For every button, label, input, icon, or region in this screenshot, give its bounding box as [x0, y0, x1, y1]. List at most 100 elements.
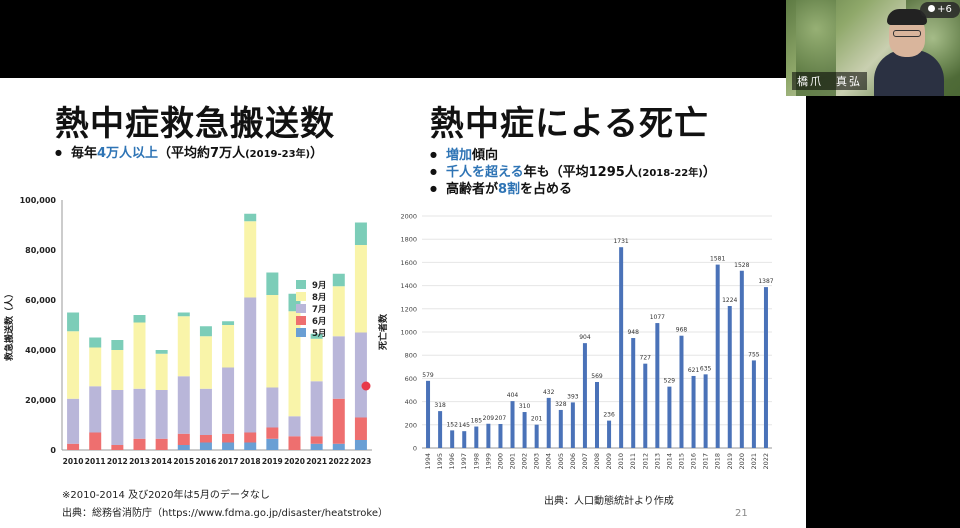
data-label: 236 — [603, 412, 615, 419]
y-tick-label: 2000 — [400, 213, 417, 221]
bar-segment — [354, 417, 367, 440]
bar — [570, 402, 575, 448]
left-bullet-list: 毎年4万人以上（平均約7万人(2019-23年)） — [55, 144, 323, 161]
bar — [655, 323, 660, 448]
data-label: 310 — [519, 403, 531, 410]
y-tick-label: 100,000 — [20, 196, 57, 205]
bar-segment — [133, 315, 146, 323]
bar-segment — [67, 331, 80, 399]
x-tick-label: 1996 — [448, 453, 456, 470]
data-label: 432 — [543, 389, 555, 396]
data-label: 1224 — [722, 297, 737, 304]
participant-glasses — [893, 30, 921, 37]
bar-segment — [332, 273, 345, 287]
y-tick-label: 800 — [405, 352, 417, 360]
bar-segment — [155, 353, 168, 390]
bar-segment — [67, 398, 80, 444]
bar-segment — [244, 442, 257, 450]
left-slide-title: 熱中症救急搬送数 — [55, 104, 335, 144]
x-tick-label: 2008 — [593, 453, 601, 470]
data-label: 1387 — [758, 278, 773, 285]
data-label: 145 — [459, 422, 471, 429]
legend-swatch — [296, 304, 306, 313]
y-tick-label: 1000 — [400, 329, 417, 337]
data-label: 393 — [567, 393, 579, 400]
bar-segment — [177, 445, 190, 450]
participant-name-label: 橋爪 真弘 — [792, 72, 867, 90]
bar-segment — [67, 312, 80, 332]
bar — [703, 374, 708, 448]
data-label: 201 — [531, 416, 543, 423]
data-label: 755 — [748, 351, 760, 358]
bar-segment — [354, 332, 367, 418]
x-tick-label: 2013 — [129, 457, 150, 466]
participant-body — [874, 50, 944, 96]
bar-segment — [199, 388, 212, 435]
bar-segment — [133, 322, 146, 389]
x-tick-label: 2003 — [533, 453, 541, 470]
legend-label: 9月 — [312, 281, 326, 291]
data-label: 948 — [627, 329, 639, 336]
bar-segment — [266, 427, 279, 439]
bar-segment — [266, 387, 279, 428]
x-tick-label: 2020 — [738, 453, 746, 470]
x-tick-label: 2015 — [173, 457, 194, 466]
x-tick-label: 2020 — [284, 457, 305, 466]
data-label: 318 — [434, 402, 446, 409]
bar — [534, 424, 539, 448]
bar — [619, 247, 624, 448]
bar-segment — [310, 436, 323, 444]
right-slide-title: 熱中症による死亡 — [430, 104, 709, 144]
x-tick-label: 2011 — [629, 453, 637, 470]
x-tick-label: 1994 — [424, 453, 432, 470]
bar — [486, 423, 491, 448]
data-label: 404 — [507, 392, 519, 399]
bar-segment — [199, 435, 212, 443]
left-bullet-1: 毎年4万人以上（平均約7万人(2019-23年)） — [55, 144, 323, 161]
right-bullet-1: 増加傾向 — [430, 146, 716, 163]
bar-segment — [288, 436, 301, 450]
right-bullet-list: 増加傾向 千人を超える年も（平均1295人(2018-22年)） 高齢者が8割を… — [430, 146, 716, 197]
x-tick-label: 2017 — [702, 453, 710, 470]
bar-segment — [111, 445, 124, 450]
legend-swatch — [296, 280, 306, 289]
bar — [679, 335, 684, 448]
x-tick-label: 2004 — [545, 453, 553, 470]
bar-segment — [244, 213, 257, 222]
bar — [595, 381, 599, 448]
participants-count-button[interactable]: +6 — [920, 2, 960, 18]
bar-segment — [266, 295, 279, 388]
bar-segment — [332, 398, 345, 444]
bar — [607, 420, 612, 448]
right-black-area — [806, 78, 960, 528]
data-label: 328 — [555, 401, 567, 408]
legend-label: 7月 — [312, 305, 326, 315]
data-label: 1077 — [650, 314, 665, 321]
bar — [582, 343, 587, 448]
x-tick-label: 2019 — [262, 457, 283, 466]
bar-segment — [244, 297, 257, 433]
bar-segment — [222, 367, 235, 434]
data-label: 635 — [700, 365, 712, 372]
x-tick-label: 1999 — [484, 453, 492, 470]
x-tick-label: 2014 — [665, 453, 673, 470]
bar-segment — [199, 326, 212, 337]
x-tick-label: 2002 — [521, 453, 529, 470]
y-axis-title: 死亡者数 — [377, 313, 389, 351]
bar-segment — [332, 286, 345, 337]
bar-segment — [111, 390, 124, 445]
bar — [546, 397, 551, 448]
data-label: 152 — [446, 421, 458, 428]
bar-segment — [310, 338, 323, 382]
bar-segment — [354, 440, 367, 450]
x-tick-label: 2013 — [653, 453, 661, 470]
bar-segment — [332, 443, 345, 450]
bar-segment — [111, 340, 124, 350]
data-label: 207 — [495, 415, 507, 422]
right-bullet-2: 千人を超える年も（平均1295人(2018-22年)） — [430, 163, 716, 180]
person-icon — [928, 5, 936, 12]
x-tick-label: 2014 — [151, 457, 172, 466]
x-tick-label: 2017 — [218, 457, 239, 466]
x-tick-label: 1997 — [460, 453, 468, 470]
x-tick-label: 2018 — [240, 457, 261, 466]
